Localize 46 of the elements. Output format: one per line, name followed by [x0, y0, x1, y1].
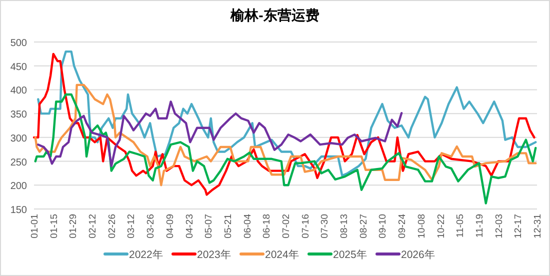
x-tick-label: 02-12 [88, 214, 99, 238]
line-series [32, 52, 536, 196]
line-series [37, 100, 403, 168]
x-tick-label: 01-15 [48, 214, 60, 238]
x-tick-label: 07-02 [281, 214, 292, 238]
x-tick-label: 03-26 [146, 214, 157, 238]
x-tick-label: 09-10 [378, 214, 389, 238]
x-tick-label: 05-07 [204, 214, 215, 238]
x-tick-label: 08-27 [358, 214, 370, 238]
chart-title: 榆林-东营运费 [230, 7, 320, 23]
x-tick-label: 10-22 [436, 214, 447, 238]
y-tick-label: 200 [10, 181, 28, 192]
line-series [34, 93, 537, 204]
y-tick-label: 150 [10, 205, 28, 216]
x-tick-label: 07-16 [300, 214, 312, 238]
x-tick-label: 09-24 [397, 214, 408, 238]
legend-label: 2025年 [333, 249, 368, 261]
x-tick-label: 06-18 [262, 214, 273, 238]
y-tick-label: 350 [10, 110, 28, 121]
legend-label: 2026年 [401, 249, 436, 261]
legend-label: 2024年 [265, 249, 300, 261]
x-tick-label: 05-21 [222, 214, 234, 238]
y-tick-label: 500 [10, 38, 28, 49]
y-tick-label: 450 [10, 62, 28, 73]
x-tick-label: 11-05 [455, 214, 466, 238]
x-tick-label: 03-12 [126, 214, 138, 238]
line-series [34, 84, 537, 186]
x-tick-label: 01-01 [30, 214, 40, 238]
x-tick-label: 02-26 [106, 214, 118, 238]
x-tick-label: 01-29 [68, 214, 80, 238]
x-tick-label: 12-31 [532, 214, 544, 238]
y-tick-label: 300 [10, 133, 28, 144]
legend-label: 2022年 [129, 249, 164, 261]
x-tick-label: 07-30 [320, 214, 331, 238]
x-tick-label: 11-19 [474, 214, 486, 238]
x-tick-label: 06-04 [242, 214, 254, 238]
line-series [37, 50, 537, 177]
x-tick-label: 12-17 [513, 214, 524, 238]
x-tick-label: 08-13 [339, 214, 350, 238]
y-tick-label: 250 [10, 157, 28, 168]
legend-label: 2023年 [197, 249, 232, 261]
y-tick-label: 400 [10, 86, 28, 97]
x-tick-label: 04-23 [184, 214, 196, 238]
x-tick-label: 12-03 [494, 214, 505, 238]
x-tick-label: 04-09 [164, 214, 176, 238]
x-tick-label: 10-08 [416, 214, 428, 238]
